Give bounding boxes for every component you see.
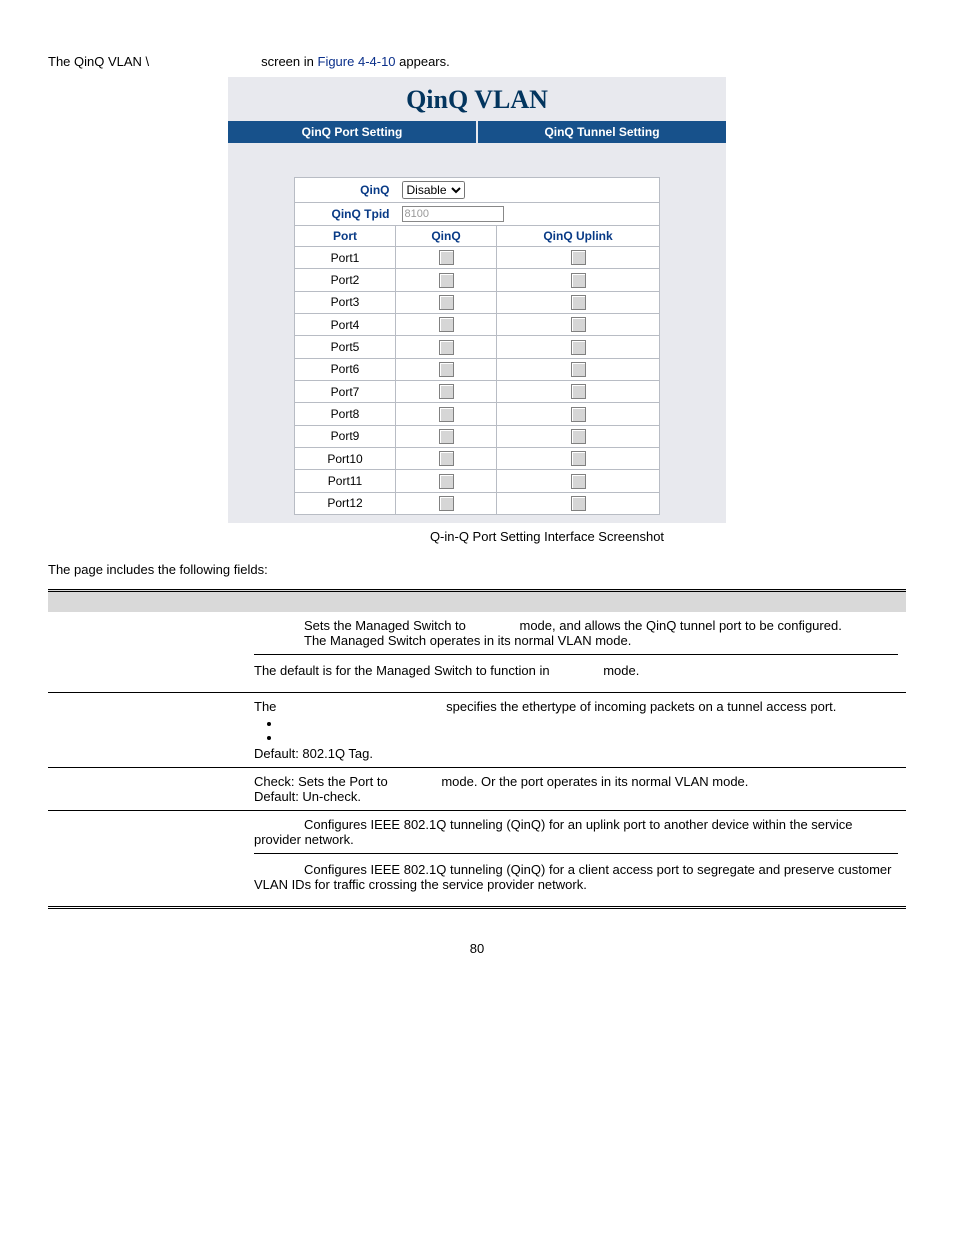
table-row: Port6 xyxy=(295,358,660,380)
qinq-label: QinQ xyxy=(295,178,396,203)
table-row: Port2 xyxy=(295,269,660,291)
port-name: Port10 xyxy=(295,447,396,469)
tpid-input[interactable] xyxy=(402,206,504,222)
row-qinq-label xyxy=(48,612,250,692)
col-port: Port xyxy=(295,226,396,247)
port-name: Port6 xyxy=(295,358,396,380)
screenshot-panel: QinQ VLAN QinQ Port Setting QinQ Tunnel … xyxy=(228,77,726,523)
port-name: Port11 xyxy=(295,470,396,492)
port-name: Port4 xyxy=(295,313,396,335)
row-qinq-desc: Sets the Managed Switch to mode, and all… xyxy=(250,612,906,692)
row-tpid-desc: The specifies the ethertype of incoming … xyxy=(250,692,906,767)
figure-caption: Q-in-Q Port Setting Interface Screenshot xyxy=(48,529,906,544)
col-uplink: QinQ Uplink xyxy=(497,226,660,247)
uplink-checkbox[interactable] xyxy=(571,407,586,422)
qinq-checkbox[interactable] xyxy=(439,273,454,288)
uplink-checkbox[interactable] xyxy=(571,496,586,511)
port-name: Port2 xyxy=(295,269,396,291)
port-name: Port5 xyxy=(295,336,396,358)
table-row: Port8 xyxy=(295,403,660,425)
table-row: Port4 xyxy=(295,313,660,335)
uplink-checkbox[interactable] xyxy=(571,317,586,332)
row-uplink-label xyxy=(48,810,250,907)
qinq-checkbox[interactable] xyxy=(439,474,454,489)
qinq-checkbox[interactable] xyxy=(439,362,454,377)
qinq-checkbox[interactable] xyxy=(439,407,454,422)
qinq-checkbox[interactable] xyxy=(439,429,454,444)
uplink-checkbox[interactable] xyxy=(571,250,586,265)
tpid-bullets xyxy=(282,716,898,744)
col-qinq: QinQ xyxy=(396,226,497,247)
uplink-checkbox[interactable] xyxy=(571,384,586,399)
uplink-checkbox[interactable] xyxy=(571,295,586,310)
qinq-checkbox[interactable] xyxy=(439,451,454,466)
tab-tunnel-setting[interactable]: QinQ Tunnel Setting xyxy=(478,121,726,143)
qinq-mode-select[interactable]: Disable xyxy=(402,181,465,199)
port-name: Port7 xyxy=(295,380,396,402)
qinq-checkbox[interactable] xyxy=(439,340,454,355)
table-row: Port5 xyxy=(295,336,660,358)
port-name: Port8 xyxy=(295,403,396,425)
port-name: Port3 xyxy=(295,291,396,313)
fields-table: Sets the Managed Switch to mode, and all… xyxy=(48,589,906,909)
port-name: Port1 xyxy=(295,247,396,269)
qinq-checkbox[interactable] xyxy=(439,250,454,265)
table-row: Port9 xyxy=(295,425,660,447)
uplink-checkbox[interactable] xyxy=(571,340,586,355)
table-row: Port12 xyxy=(295,492,660,514)
port-name: Port12 xyxy=(295,492,396,514)
fields-header-desc xyxy=(250,590,906,612)
table-row: Port1 xyxy=(295,247,660,269)
tab-bar: QinQ Port Setting QinQ Tunnel Setting xyxy=(228,121,726,143)
intro-prefix: The QinQ VLAN \ xyxy=(48,54,149,69)
qinq-checkbox[interactable] xyxy=(439,496,454,511)
qinq-checkbox[interactable] xyxy=(439,295,454,310)
row-tpid-label xyxy=(48,692,250,767)
row-uplink-desc: Configures IEEE 802.1Q tunneling (QinQ) … xyxy=(250,810,906,907)
uplink-checkbox[interactable] xyxy=(571,429,586,444)
table-row: Port10 xyxy=(295,447,660,469)
tab-port-setting[interactable]: QinQ Port Setting xyxy=(228,121,476,143)
panel-title: QinQ VLAN xyxy=(228,77,726,121)
figure-ref-link[interactable]: Figure 4-4-10 xyxy=(318,54,396,69)
uplink-checkbox[interactable] xyxy=(571,451,586,466)
port-settings-table: QinQ Disable QinQ Tpid Port QinQ QinQ Up… xyxy=(294,177,660,515)
qinq-checkbox[interactable] xyxy=(439,384,454,399)
intro-mid: screen in xyxy=(261,54,317,69)
tpid-label: QinQ Tpid xyxy=(295,203,396,226)
table-row: Port7 xyxy=(295,380,660,402)
fields-header-object xyxy=(48,590,250,612)
intro-text: The QinQ VLAN \ screen in Figure 4-4-10 … xyxy=(48,54,906,69)
intro-suffix: appears. xyxy=(396,54,450,69)
row-qinq-port-desc: Check: Sets the Port to mode. Or the por… xyxy=(250,767,906,810)
fields-intro: The page includes the following fields: xyxy=(48,562,906,577)
uplink-checkbox[interactable] xyxy=(571,273,586,288)
table-row: Port11 xyxy=(295,470,660,492)
row-qinq-port-label xyxy=(48,767,250,810)
page-number: 80 xyxy=(48,941,906,956)
uplink-checkbox[interactable] xyxy=(571,362,586,377)
uplink-checkbox[interactable] xyxy=(571,474,586,489)
port-name: Port9 xyxy=(295,425,396,447)
table-row: Port3 xyxy=(295,291,660,313)
qinq-checkbox[interactable] xyxy=(439,317,454,332)
